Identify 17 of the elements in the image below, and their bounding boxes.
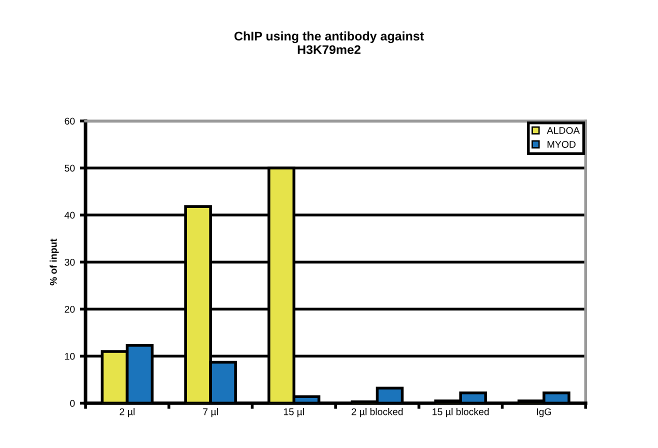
y-tick-label: 40 [64,212,75,219]
y-tick-label: 20 [64,306,75,313]
x-tick-label: 2 µl blocked [352,408,403,418]
x-tick-label: 15 µl blocked [432,408,489,418]
y-tick-label: 30 [64,258,75,266]
y-tick-label: 10 [65,352,75,360]
x-tick-label: 2 µl [120,408,134,418]
x-tick-label: IgG [537,408,552,418]
x-tick-label: 15 µl [284,408,304,418]
y-tick-label: 0 [70,400,75,407]
legend-label: MYOD [548,140,576,148]
legend-label: ALDOA [546,127,580,134]
chart-title: ChIP using the antibody against H3K79me2 [234,31,424,54]
y-tick-label: 50 [64,164,75,172]
y-tick-label: 60 [64,118,75,125]
y-axis-title: % of input [50,238,59,286]
x-tick-label: 7 µl [203,408,218,418]
